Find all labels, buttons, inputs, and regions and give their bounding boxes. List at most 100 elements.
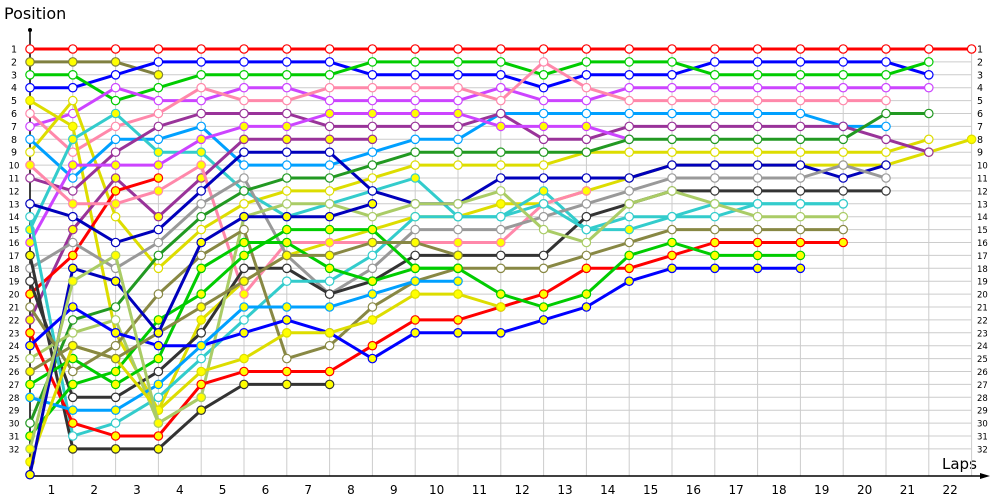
data-point	[495, 147, 506, 157]
data-point	[196, 315, 206, 325]
data-point	[538, 44, 549, 54]
data-point	[153, 289, 164, 299]
data-point	[324, 134, 335, 145]
data-point	[881, 108, 891, 119]
data-point	[581, 134, 592, 145]
data-point	[709, 147, 720, 157]
data-point	[367, 263, 378, 274]
data-point	[367, 173, 378, 183]
data-point	[367, 211, 378, 222]
data-point	[538, 199, 549, 209]
data-point	[68, 379, 78, 390]
data-point	[795, 134, 806, 145]
data-point	[624, 147, 634, 157]
data-point	[196, 392, 206, 403]
data-point	[453, 276, 463, 286]
data-point	[495, 224, 506, 235]
data-point	[795, 224, 806, 235]
data-point	[495, 108, 506, 119]
data-point	[923, 70, 934, 80]
data-point	[110, 121, 121, 132]
data-point	[324, 237, 335, 248]
data-point	[795, 95, 806, 106]
data-point	[752, 134, 763, 145]
data-point	[838, 199, 848, 209]
data-point	[538, 211, 549, 222]
data-point	[453, 211, 463, 222]
data-point	[367, 134, 378, 145]
data-point	[324, 173, 335, 183]
data-point	[795, 70, 806, 80]
data-point	[281, 315, 292, 325]
data-point	[410, 289, 420, 299]
data-point	[538, 263, 549, 274]
series-pink	[25, 57, 891, 157]
tick-labels: 1234567891011121314151617181920212223242…	[9, 45, 988, 498]
data-point	[281, 237, 292, 248]
data-point	[923, 57, 934, 67]
data-point	[410, 147, 420, 157]
right-y-tick-label: 27	[977, 381, 988, 391]
data-point	[153, 340, 164, 351]
data-point	[410, 57, 420, 67]
y-tick-label: 3	[11, 70, 17, 81]
data-point	[110, 44, 121, 54]
data-point	[25, 469, 35, 480]
data-point	[495, 57, 506, 67]
data-point	[68, 199, 78, 209]
data-point	[581, 44, 592, 54]
data-point	[581, 108, 592, 119]
right-y-tick-label: 8	[977, 135, 983, 146]
data-point	[795, 263, 806, 274]
data-point	[239, 95, 249, 106]
data-point	[196, 108, 206, 119]
data-point	[795, 211, 806, 222]
data-point	[624, 250, 634, 261]
data-point	[153, 186, 164, 196]
data-point	[281, 379, 292, 390]
data-point	[410, 250, 420, 261]
data-point	[196, 95, 206, 106]
data-point	[881, 134, 891, 145]
right-y-tick-label: 10	[977, 162, 988, 172]
data-point	[923, 108, 934, 119]
data-point	[281, 276, 292, 286]
data-point	[196, 134, 206, 145]
data-point	[68, 431, 78, 441]
series-line	[30, 60, 930, 90]
data-point	[966, 134, 977, 145]
data-point	[68, 70, 78, 80]
data-point	[25, 199, 35, 209]
data-point	[68, 57, 78, 67]
data-point	[881, 160, 891, 170]
data-point	[153, 224, 164, 235]
data-point	[667, 82, 677, 93]
data-point	[624, 173, 634, 183]
data-point	[453, 327, 463, 338]
data-point	[410, 327, 420, 338]
data-point	[923, 147, 934, 157]
data-point	[367, 186, 378, 196]
y-tick-label: 30	[9, 420, 20, 430]
data-point	[25, 366, 35, 377]
data-point	[25, 173, 35, 183]
data-point	[667, 186, 677, 196]
series-forest-green	[25, 108, 934, 428]
data-point	[838, 95, 848, 106]
data-point	[196, 289, 206, 299]
data-point	[410, 121, 420, 132]
x-axis-title: Laps	[942, 455, 977, 473]
data-point	[795, 186, 806, 196]
data-point	[25, 57, 35, 67]
series-line	[28, 112, 844, 232]
data-point	[367, 160, 378, 170]
data-point	[196, 379, 206, 390]
data-point	[324, 57, 335, 67]
data-point	[324, 250, 335, 261]
data-point	[624, 121, 634, 132]
series-line	[28, 241, 844, 438]
data-point	[581, 173, 592, 183]
y-tick-label: 15	[9, 226, 20, 236]
data-point	[25, 444, 35, 454]
data-point	[709, 250, 720, 261]
